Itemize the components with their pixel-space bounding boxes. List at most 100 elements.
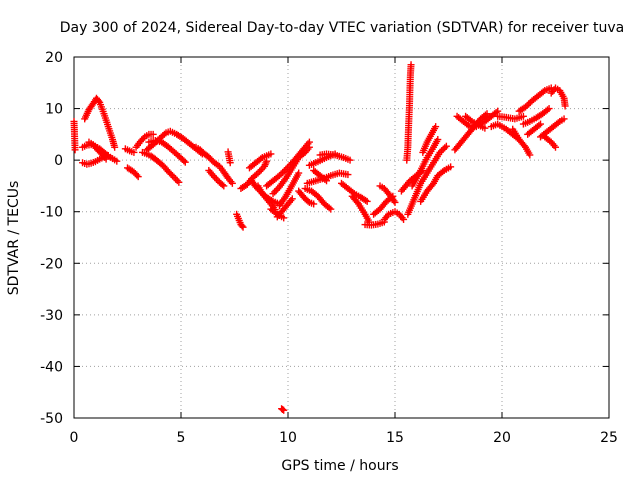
data-point xyxy=(305,143,313,151)
data-point xyxy=(436,148,444,156)
data-point xyxy=(280,167,288,175)
data-series xyxy=(70,61,569,414)
data-point xyxy=(321,175,329,183)
data-point xyxy=(432,123,440,131)
y-tick-label: 20 xyxy=(45,50,63,66)
data-point xyxy=(239,223,247,231)
x-tick-label: 20 xyxy=(493,430,511,446)
data-point xyxy=(102,155,110,163)
data-point xyxy=(212,175,220,183)
data-point xyxy=(288,195,296,203)
data-point xyxy=(447,163,455,171)
x-tick-label: 5 xyxy=(177,430,186,446)
plot-frame xyxy=(73,56,610,419)
x-tick-labels: 0 5 10 15 20 25 xyxy=(70,430,618,446)
data-point xyxy=(226,159,234,167)
data-point xyxy=(295,169,303,177)
data-point xyxy=(400,215,408,223)
data-point xyxy=(346,156,354,164)
data-point xyxy=(434,136,442,144)
data-point xyxy=(344,171,352,179)
data-point xyxy=(71,146,79,154)
data-point xyxy=(560,115,568,123)
data-point xyxy=(519,112,527,120)
data-point xyxy=(151,139,159,147)
data-point xyxy=(481,111,489,119)
data-point xyxy=(180,157,188,165)
grid xyxy=(74,57,609,418)
y-tick-label: -30 xyxy=(40,308,63,324)
data-point xyxy=(483,110,491,118)
data-point xyxy=(279,169,287,177)
data-point xyxy=(492,108,500,116)
data-point xyxy=(252,170,260,178)
data-point xyxy=(481,124,489,132)
data-point xyxy=(522,103,530,111)
x-tick-label: 25 xyxy=(600,430,618,446)
data-point xyxy=(439,145,447,153)
x-axis-label: GPS time / hours xyxy=(281,458,398,474)
data-point xyxy=(272,186,280,194)
data-point xyxy=(238,222,246,230)
data-point xyxy=(545,105,553,113)
data-point xyxy=(173,177,181,185)
data-point xyxy=(439,168,447,176)
y-tick-label: -10 xyxy=(40,205,63,221)
y-tick-label: 10 xyxy=(45,102,63,118)
data-point xyxy=(152,138,160,146)
data-point xyxy=(280,214,288,222)
data-point xyxy=(218,181,226,189)
data-point xyxy=(280,406,288,414)
data-point xyxy=(172,175,180,183)
data-point xyxy=(407,61,415,69)
data-point xyxy=(391,198,399,206)
data-point xyxy=(220,182,228,190)
axis-ticks xyxy=(73,56,610,419)
data-point xyxy=(554,119,562,127)
chart-title: Day 300 of 2024, Sidereal Day-to-day VTE… xyxy=(60,20,624,36)
data-point xyxy=(353,198,361,206)
data-point xyxy=(310,200,318,208)
data-point xyxy=(133,171,141,179)
data-point xyxy=(387,194,395,202)
data-point xyxy=(441,144,449,152)
data-point xyxy=(149,141,157,149)
data-point xyxy=(277,170,285,178)
data-point xyxy=(331,150,339,158)
data-point xyxy=(537,120,545,128)
data-point xyxy=(160,130,168,138)
data-point xyxy=(113,157,121,165)
data-point xyxy=(323,177,331,185)
data-point xyxy=(257,166,265,174)
data-point xyxy=(526,151,534,159)
data-point xyxy=(269,190,277,198)
data-point xyxy=(535,121,543,129)
data-point xyxy=(543,106,551,114)
x-tick-label: 10 xyxy=(279,430,297,446)
y-tick-label: -20 xyxy=(40,256,63,272)
data-point xyxy=(134,173,142,181)
data-point xyxy=(525,100,533,108)
x-tick-label: 15 xyxy=(386,430,404,446)
data-point xyxy=(362,196,370,204)
data-point xyxy=(561,102,569,110)
data-point xyxy=(139,134,147,142)
y-tick-labels: 20 10 0 -10 -20 -30 -40 -50 xyxy=(40,50,63,427)
data-point xyxy=(325,204,333,212)
data-point xyxy=(304,197,312,205)
data-point xyxy=(523,101,531,109)
y-tick-label: -50 xyxy=(40,411,63,427)
data-point xyxy=(95,97,103,105)
data-point xyxy=(181,158,189,166)
data-point xyxy=(267,150,275,158)
data-point xyxy=(539,88,547,96)
data-point xyxy=(464,121,472,129)
y-axis-label: SDTVAR / TECUs xyxy=(6,181,22,296)
data-point xyxy=(271,188,279,196)
data-point xyxy=(111,143,119,151)
data-point xyxy=(275,172,283,180)
data-point xyxy=(228,179,236,187)
data-point xyxy=(389,192,397,200)
data-point xyxy=(130,148,138,156)
